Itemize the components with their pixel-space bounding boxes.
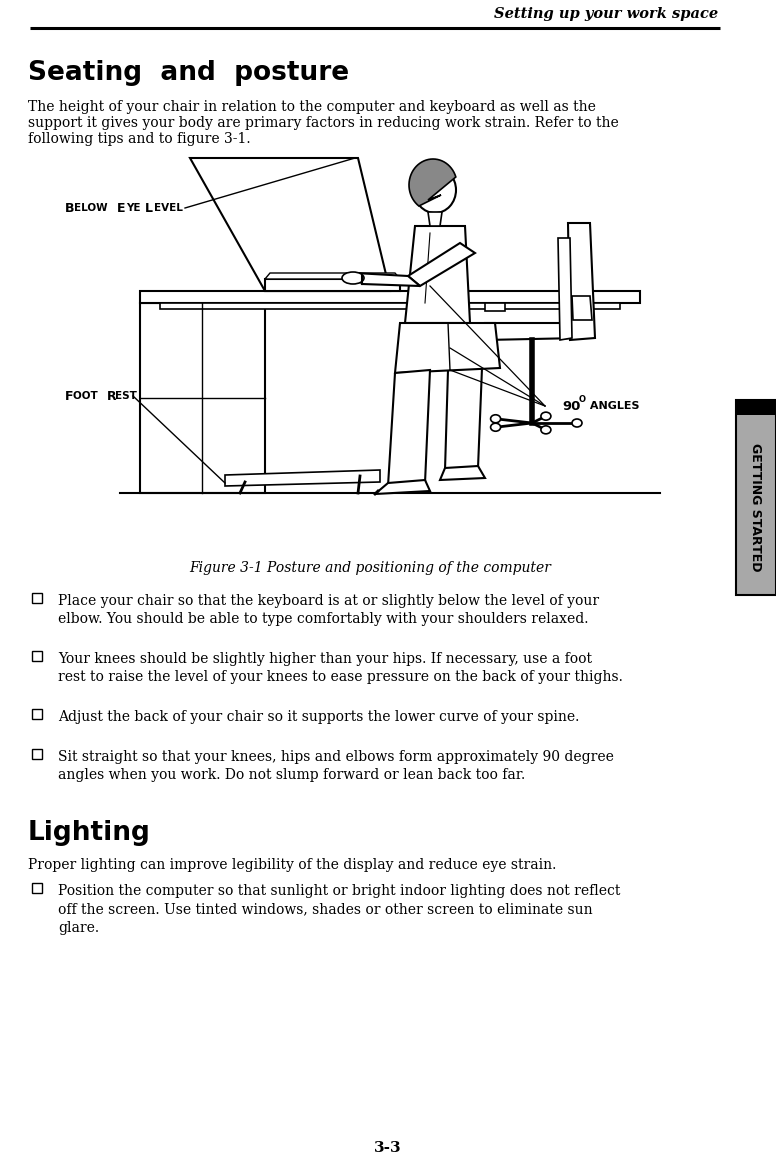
Text: Proper lighting can improve legibility of the display and reduce eye strain.: Proper lighting can improve legibility o… [28,858,556,872]
Text: Position the computer so that sunlight or bright indoor lighting does not reflec: Position the computer so that sunlight o… [58,883,620,935]
Polygon shape [440,466,485,480]
Polygon shape [140,303,265,492]
Polygon shape [405,226,470,323]
Polygon shape [408,243,475,286]
Polygon shape [388,370,430,485]
Text: B: B [65,202,74,215]
Text: Lighting: Lighting [28,820,151,846]
Text: L: L [145,202,153,215]
Bar [32,883,42,893]
Bar [32,593,42,603]
Ellipse shape [414,167,456,214]
Text: Place your chair so that the keyboard is at or slightly below the level of your
: Place your chair so that the keyboard is… [58,594,599,627]
Text: Setting up your work space: Setting up your work space [494,7,718,21]
Text: E: E [117,202,126,215]
Ellipse shape [572,419,582,427]
Text: YE: YE [126,203,144,214]
Bar [32,710,42,719]
Text: GETTING STARTED: GETTING STARTED [750,443,763,572]
Text: EVEL: EVEL [154,203,183,214]
Text: Adjust the back of your chair so it supports the lower curve of your spine.: Adjust the back of your chair so it supp… [58,710,580,724]
Bar [736,400,776,415]
Text: Seating  and  posture: Seating and posture [28,60,349,86]
Polygon shape [265,273,400,279]
Bar [736,415,776,595]
Text: following tips and to figure 3-1.: following tips and to figure 3-1. [28,132,251,146]
Text: Your knees should be slightly higher than your hips. If necessary, use a foot
re: Your knees should be slightly higher tha… [58,652,623,684]
Ellipse shape [490,414,501,422]
Polygon shape [355,273,420,286]
Text: The height of your chair in relation to the computer and keyboard as well as the: The height of your chair in relation to … [28,100,596,114]
Polygon shape [485,323,580,340]
Polygon shape [225,470,380,485]
Text: 90: 90 [562,399,580,412]
Polygon shape [375,480,430,494]
Text: 3-3: 3-3 [374,1141,402,1155]
Polygon shape [572,296,592,320]
Ellipse shape [541,412,551,420]
Text: F: F [65,390,74,403]
Polygon shape [190,158,390,291]
Text: ANGLES: ANGLES [586,401,639,411]
Bar [736,400,776,595]
Polygon shape [445,368,482,470]
Polygon shape [395,323,500,373]
Polygon shape [409,159,456,207]
Text: Sit straight so that your knees, hips and elbows form approximately 90 degree
an: Sit straight so that your knees, hips an… [58,750,614,782]
Polygon shape [558,238,572,340]
Polygon shape [485,303,505,310]
Ellipse shape [541,426,551,434]
Text: ELOW: ELOW [74,203,111,214]
Bar [32,651,42,661]
Ellipse shape [342,272,364,284]
Text: EST: EST [115,391,137,401]
Text: support it gives your body are primary factors in reducing work strain. Refer to: support it gives your body are primary f… [28,116,618,130]
Polygon shape [140,291,640,303]
Text: R: R [107,390,116,403]
Text: O: O [579,396,586,405]
Polygon shape [160,303,620,309]
Polygon shape [265,279,400,291]
Bar [32,749,42,759]
Text: Figure 3-1 Posture and positioning of the computer: Figure 3-1 Posture and positioning of th… [189,561,551,575]
Ellipse shape [490,424,501,432]
Polygon shape [428,212,442,226]
Text: OOT: OOT [73,391,102,401]
Polygon shape [568,223,595,340]
